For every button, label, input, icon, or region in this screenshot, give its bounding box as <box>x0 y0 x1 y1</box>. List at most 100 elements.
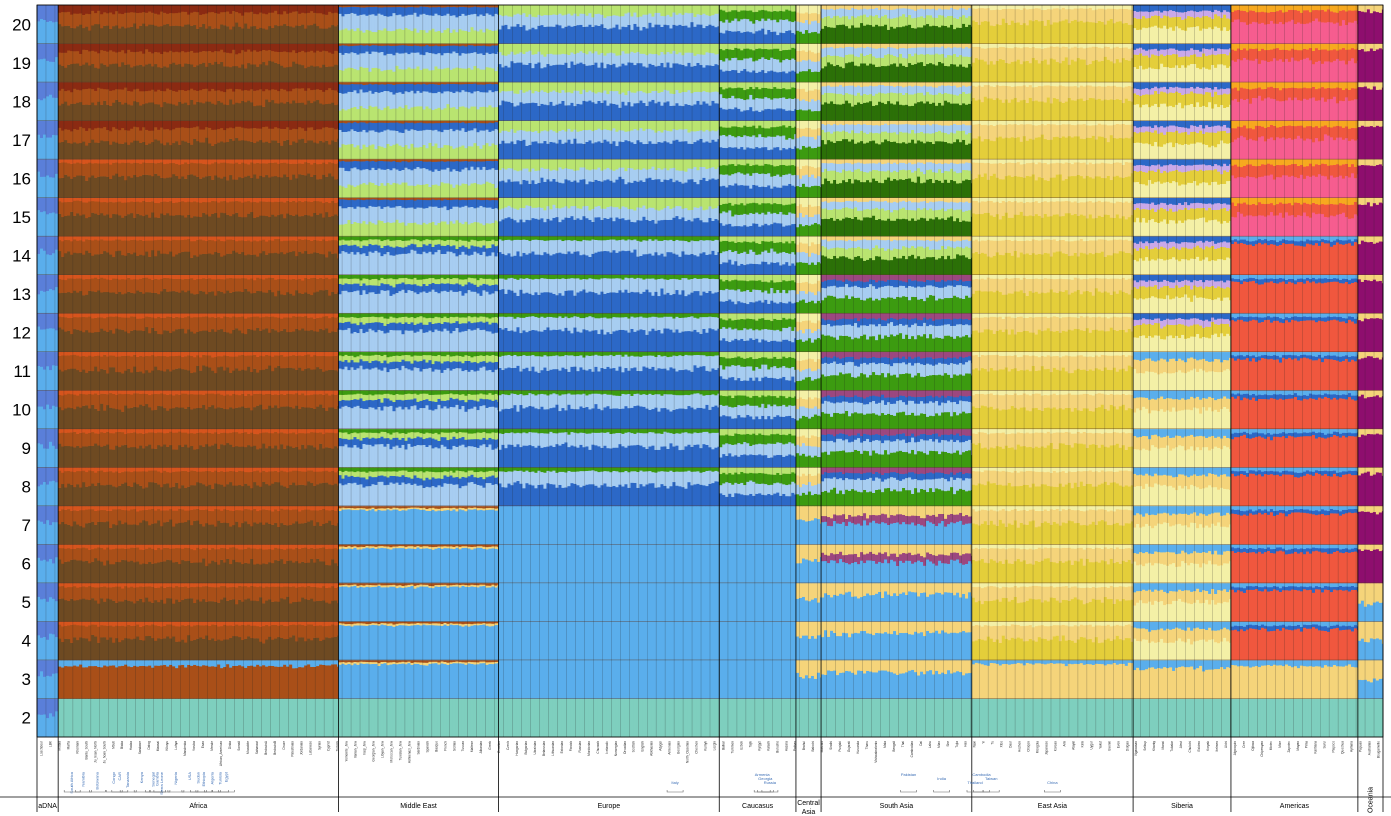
ancestry-segment <box>807 544 812 561</box>
ancestry-segment <box>725 621 729 661</box>
ancestry-segment <box>118 698 122 738</box>
ancestry-segment <box>1230 629 1235 661</box>
ancestry-segment <box>244 621 248 626</box>
ancestry-segment <box>467 698 471 738</box>
ancestry-segment <box>223 659 227 668</box>
ancestry-segment <box>341 625 345 661</box>
ancestry-segment <box>501 698 505 738</box>
ancestry-segment <box>1133 592 1137 606</box>
ancestry-segment <box>61 667 65 699</box>
ancestry-segment <box>857 698 861 738</box>
ancestry-segment <box>929 621 933 634</box>
ancestry-segment <box>238 509 242 528</box>
ancestry-segment <box>1097 582 1102 588</box>
ancestry-segment <box>232 698 236 738</box>
ancestry-segment <box>316 625 320 638</box>
ancestry-segment <box>232 635 236 661</box>
ancestry-segment <box>947 698 951 738</box>
ancestry-segment <box>449 621 453 624</box>
ancestry-segment <box>567 544 571 584</box>
ancestry-segment <box>785 698 789 738</box>
ancestry-segment <box>292 523 296 545</box>
ancestry-segment <box>58 505 62 511</box>
ancestry-segment <box>1103 639 1108 661</box>
ancestry-segment <box>386 548 390 584</box>
ancestry-segment <box>136 511 140 526</box>
ancestry-segment <box>1175 627 1179 641</box>
ancestry-segment <box>624 659 628 699</box>
ancestry-segment <box>887 633 891 661</box>
ancestry-segment <box>1022 659 1027 666</box>
ancestry-segment <box>1103 621 1108 626</box>
ancestry-segment <box>1037 663 1042 699</box>
ancestry-segment <box>935 592 939 622</box>
ancestry-segment <box>467 586 471 622</box>
ancestry-segment <box>238 582 242 586</box>
ancestry-segment <box>211 544 215 549</box>
ancestry-segment <box>226 625 230 640</box>
ancestry-segment <box>1254 665 1259 699</box>
ancestry-segment <box>1205 564 1209 584</box>
ancestry-segment <box>878 632 882 661</box>
ancestry-segment <box>115 667 119 699</box>
ancestry-segment <box>813 558 818 584</box>
ancestry-segment <box>1097 547 1102 563</box>
ancestry-segment <box>813 638 818 661</box>
ancestry-segment <box>941 544 945 555</box>
ancestry-segment <box>241 601 245 622</box>
ancestry-segment <box>974 560 979 584</box>
ancestry-segment <box>845 562 849 584</box>
ancestry-segment <box>310 698 314 738</box>
ancestry-segment <box>199 509 203 525</box>
ancestry-segment <box>338 698 342 738</box>
ancestry-segment <box>1353 698 1358 738</box>
ancestry-segment <box>1278 582 1283 589</box>
ancestry-segment <box>40 714 44 738</box>
ancestry-segment <box>398 698 402 738</box>
ancestry-segment <box>235 561 239 584</box>
ancestry-segment <box>1245 624 1250 630</box>
ancestry-segment <box>1223 551 1227 564</box>
ancestry-segment <box>705 621 709 661</box>
ancestry-segment <box>383 544 387 547</box>
ancestry-segment <box>687 698 691 738</box>
ancestry-segment <box>208 639 212 661</box>
ancestry-segment <box>377 509 381 545</box>
ancestry-segment <box>711 659 715 699</box>
ancestry-segment <box>226 509 230 524</box>
ancestry-segment <box>262 665 266 699</box>
ancestry-segment <box>491 663 495 699</box>
ancestry-segment <box>70 698 74 738</box>
ancestry-segment <box>1223 627 1227 638</box>
ancestry-segment <box>334 510 338 526</box>
ancestry-segment <box>154 659 158 666</box>
ancestry-segment <box>434 544 438 547</box>
ancestry-segment <box>268 562 272 584</box>
ancestry-segment <box>816 544 821 562</box>
ancestry-segment <box>94 524 98 545</box>
ancestry-segment <box>944 698 948 738</box>
ancestry-segment <box>425 623 429 626</box>
ancestry-segment <box>816 659 821 673</box>
ancestry-segment <box>1220 554 1224 566</box>
ancestry-segment <box>208 505 212 511</box>
ancestry-segment <box>717 659 720 699</box>
ancestry-segment <box>923 698 927 738</box>
ancestry-segment <box>151 659 155 668</box>
ancestry-segment <box>884 631 888 661</box>
ancestry-segment <box>181 698 185 738</box>
ancestry-segment <box>687 621 691 661</box>
ancestry-segment <box>1287 621 1292 626</box>
ancestry-segment <box>181 522 185 545</box>
ancestry-segment <box>1305 659 1310 667</box>
ancestry-segment <box>923 557 927 566</box>
ancestry-segment <box>1091 562 1096 584</box>
ancestry-segment <box>1190 552 1194 563</box>
ancestry-segment <box>217 544 221 550</box>
ancestry-segment <box>1369 659 1374 683</box>
ancestry-segment <box>350 623 354 627</box>
ancestry-segment <box>310 510 314 521</box>
ancestry-segment <box>154 665 158 699</box>
ancestry-segment <box>136 586 140 601</box>
ancestry-segment <box>334 582 338 589</box>
